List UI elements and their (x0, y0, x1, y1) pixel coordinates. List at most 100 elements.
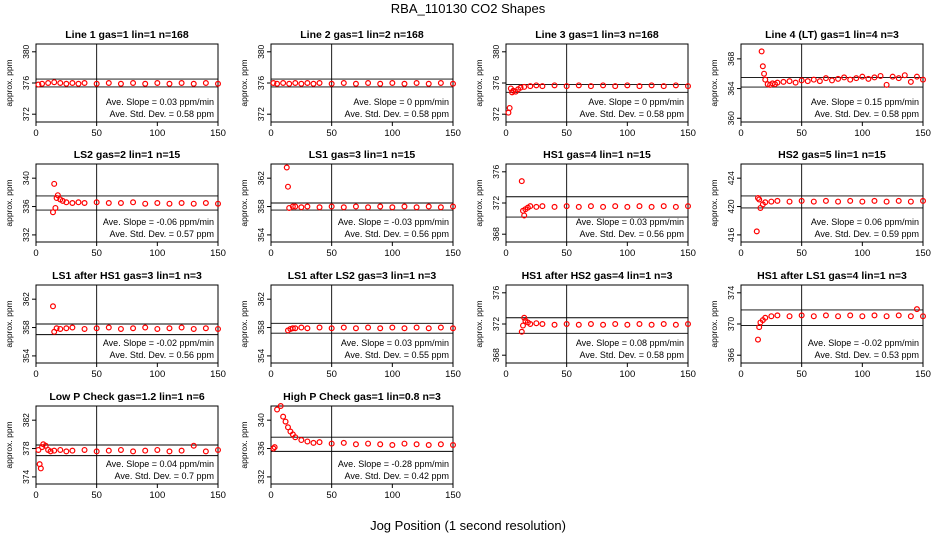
x-tick-label: 0 (503, 248, 508, 259)
plot-frame (270, 284, 454, 364)
data-point (913, 306, 920, 313)
y-tick-label: 364 (726, 81, 736, 95)
data-point (517, 84, 524, 91)
data-point (340, 204, 347, 211)
y-tick-label: 358 (21, 320, 31, 334)
x-tick-label: 50 (91, 369, 102, 380)
data-point (105, 324, 112, 331)
data-point (310, 80, 317, 87)
data-point (130, 199, 137, 206)
data-point (51, 180, 58, 187)
data-point (178, 324, 185, 331)
data-point (328, 80, 335, 87)
data-point (754, 336, 761, 343)
data-point (280, 413, 287, 420)
data-point (270, 79, 277, 86)
x-tick-label: 100 (384, 128, 400, 139)
y-tick-label: 340 (21, 171, 31, 185)
x-tick-label: 0 (738, 128, 743, 139)
x-tick-label: 0 (738, 369, 743, 380)
data-point (521, 314, 528, 321)
y-tick-label: 332 (21, 228, 31, 242)
data-point (804, 78, 811, 85)
data-point (648, 203, 655, 210)
x-tick-label: 0 (268, 369, 273, 380)
data-point (612, 321, 619, 328)
y-axis-label: approx. ppm (4, 59, 14, 106)
x-tick-label: 50 (326, 248, 337, 259)
data-point (754, 195, 761, 202)
x-tick-label: 50 (796, 369, 807, 380)
data-point (69, 447, 76, 454)
x-tick-label: 0 (503, 128, 508, 139)
data-point (437, 79, 444, 86)
x-tick-label: 100 (149, 128, 165, 139)
data-point (166, 448, 173, 455)
stddev-annotation: Ave. Std. Dev. = 0.58 ppm (580, 350, 684, 360)
data-point (93, 80, 100, 87)
data-point (762, 199, 769, 206)
slope-annotation: Ave. Slope = 0 ppm/min (588, 97, 684, 107)
x-tick-label: 0 (268, 128, 273, 139)
x-tick-label: 100 (619, 248, 635, 259)
y-tick-label: 380 (491, 44, 501, 58)
data-point (518, 328, 525, 335)
data-point (401, 440, 408, 447)
data-point (42, 442, 49, 449)
data-point (822, 75, 829, 82)
data-point (49, 209, 56, 216)
data-point (292, 79, 299, 86)
data-point (587, 203, 594, 210)
data-point (437, 324, 444, 331)
x-tick-label: 50 (796, 248, 807, 259)
data-point (142, 447, 149, 454)
data-point (389, 79, 396, 86)
data-point (660, 321, 667, 328)
x-tick-label: 50 (561, 248, 572, 259)
x-tick-label: 100 (384, 248, 400, 259)
data-point (178, 200, 185, 207)
data-point (190, 442, 197, 449)
data-point (215, 80, 222, 87)
data-point (907, 198, 914, 205)
data-point (316, 204, 323, 211)
data-point (780, 78, 787, 85)
data-point (130, 448, 137, 455)
y-tick-label: 416 (726, 228, 736, 242)
data-point (142, 324, 149, 331)
data-point (847, 76, 854, 83)
data-point (69, 79, 76, 86)
data-point (624, 82, 631, 89)
data-point (190, 200, 197, 207)
data-point (63, 80, 70, 87)
y-tick-label: 376 (256, 76, 266, 90)
x-tick-label: 150 (445, 248, 461, 259)
data-point (527, 203, 534, 210)
data-point (130, 79, 137, 86)
x-tick-label: 0 (33, 369, 38, 380)
data-point (154, 79, 161, 86)
data-point (389, 204, 396, 211)
data-point (298, 80, 305, 87)
data-point (117, 325, 124, 332)
slope-annotation: Ave. Slope = -0.02 ppm/min (103, 338, 214, 348)
stddev-annotation: Ave. Std. Dev. = 0.55 ppm (345, 350, 449, 360)
y-tick-label: 360 (726, 111, 736, 125)
data-point (352, 80, 359, 87)
data-point (365, 79, 372, 86)
data-point (389, 442, 396, 449)
data-point (533, 82, 540, 89)
data-point (289, 325, 296, 332)
y-tick-label: 374 (21, 470, 31, 484)
data-point (660, 203, 667, 210)
stddev-annotation: Ave. Std. Dev. = 0.56 ppm (345, 229, 449, 239)
stddev-annotation: Ave. Std. Dev. = 0.58 ppm (580, 109, 684, 119)
data-point (81, 79, 88, 86)
y-tick-label: 376 (21, 76, 31, 90)
data-point (377, 325, 384, 332)
data-point (340, 439, 347, 446)
x-tick-label: 50 (326, 128, 337, 139)
data-point (298, 324, 305, 331)
y-tick-label: 376 (491, 76, 501, 90)
data-point (624, 203, 631, 210)
